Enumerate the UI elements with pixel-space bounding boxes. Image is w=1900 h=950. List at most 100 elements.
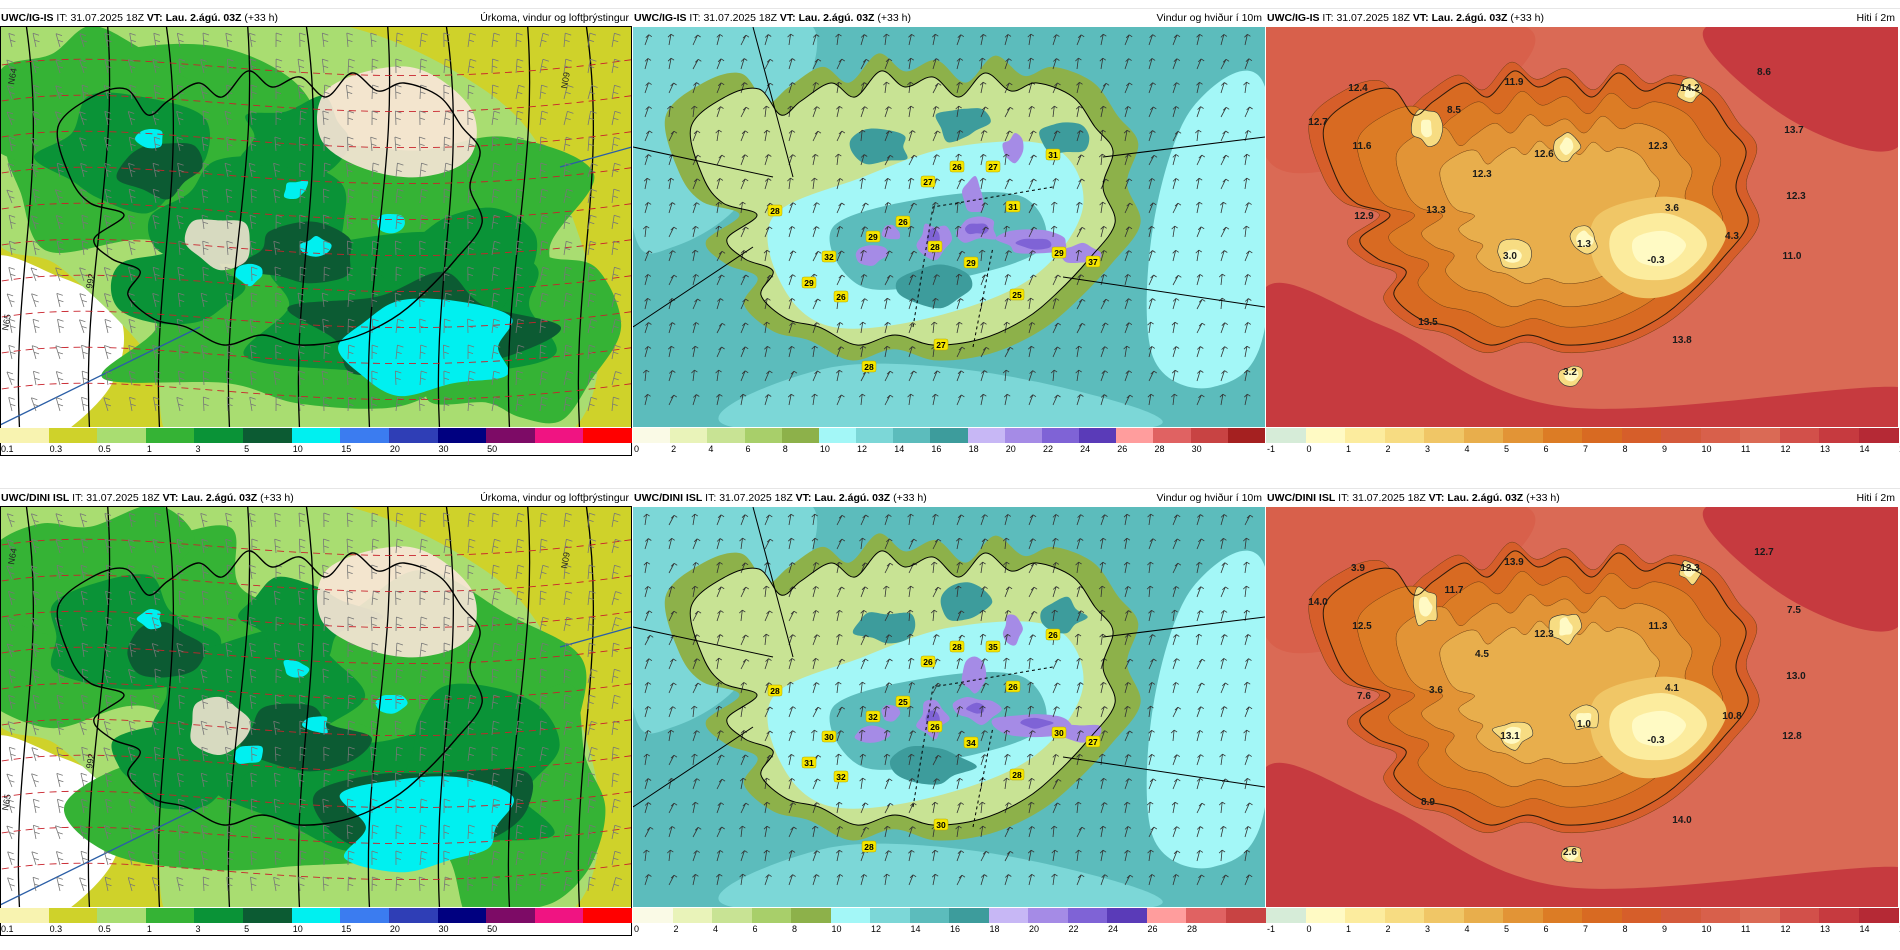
- gust-label-bg: [963, 736, 979, 749]
- temperature-label: 13.3: [1426, 205, 1446, 216]
- temperature-contour: [0, 346, 632, 365]
- temperature-contour: [0, 538, 632, 557]
- colorbar-tick: 20: [389, 924, 400, 934]
- colorbar-swatch: [1190, 428, 1229, 443]
- init-time: 31.07.2025 18Z: [1352, 492, 1426, 504]
- valid-time-label: VT:: [1428, 492, 1445, 504]
- colorbar-tick: 1: [1346, 444, 1352, 454]
- colorbar-swatch: [1582, 908, 1622, 923]
- wind-strong-area: [895, 264, 973, 309]
- gust-label-bg: [920, 655, 936, 668]
- colorbar-swatch: [1542, 428, 1583, 443]
- colorbar-swatch: [1225, 908, 1266, 923]
- model-name: UWC/IG-IS: [634, 12, 687, 24]
- colorbar-swatch: [583, 908, 633, 923]
- temperature-contour: [0, 610, 632, 629]
- valid-time-label: VT:: [162, 492, 179, 504]
- colorbar-tick: 2: [1385, 924, 1391, 934]
- map-label: N64: [6, 547, 19, 565]
- precip-heavy-area: [238, 576, 384, 662]
- colorbar-tick: 0.5: [98, 444, 111, 454]
- colorbar-tick: 0.1: [1, 444, 14, 454]
- colorbar-tick: 10: [1701, 924, 1712, 934]
- colorbar: 0 2 4 6 8 10 12 14 16 18 20 22 24 26 28 30: [633, 428, 1266, 456]
- colorbar-swatch: [909, 908, 950, 923]
- colorbar: 0.1 0.3 0.5 1 3 5 10 15 20 30 50: [0, 908, 633, 936]
- map-canvas: 3.9 13.9 12.3 12.7 14.0 11.7 12.5 12.3 11.3 7.5 4.…: [1266, 507, 1898, 907]
- temperature-label: 8.5: [1447, 105, 1461, 116]
- colorbar-tick: 22: [1068, 924, 1079, 934]
- init-time-label: IT:: [72, 492, 84, 504]
- colorbar-swatch: [1661, 428, 1701, 443]
- colorbar-swatch: [1067, 908, 1108, 923]
- init-time-label: IT:: [56, 12, 68, 24]
- map-view[interactable]: 27 26 27 26 28 31 26 32 31 29 29 37 28 27 28 29 25 29: [633, 27, 1265, 427]
- precip-intense-area: [302, 716, 328, 734]
- colorbar-tick: 0: [1306, 444, 1312, 454]
- gust-label-bg: [865, 230, 881, 243]
- gust-label-bg: [933, 818, 949, 831]
- colorbar-swatch: [1384, 428, 1425, 443]
- colorbar-tick: 16: [950, 924, 961, 934]
- init-time-label: IT:: [689, 12, 701, 24]
- colorbar-swatch: [0, 908, 50, 923]
- temp-cold-area: [1420, 119, 1432, 138]
- colorbar-swatch: [893, 428, 931, 443]
- colorbar-tick: 0.3: [49, 444, 63, 454]
- colorbar-tick: 16: [931, 444, 942, 454]
- colorbar-tick: 14: [1859, 924, 1870, 934]
- isobar: [437, 507, 455, 907]
- colorbar-swatch: [1079, 428, 1117, 443]
- gust-label: 27: [923, 177, 933, 187]
- gust-label: 26: [836, 292, 846, 302]
- colorbar-swatch: [670, 428, 708, 443]
- gust-label: 32: [868, 712, 878, 722]
- colorbar-swatch: [97, 908, 147, 923]
- valid-time: Lau. 2.ágú. 03Z: [181, 492, 258, 504]
- gust-zone: [854, 725, 891, 743]
- colorbar-swatch: [1186, 908, 1226, 923]
- map-view[interactable]: 26 28 35 25 26 26 32 30 26 32 31 27 28 30 28 34 28 30: [633, 507, 1265, 907]
- colorbar-tick: 3: [1425, 444, 1431, 454]
- colorbar-tick: 18: [989, 924, 1000, 934]
- gust-label-bg: [1085, 255, 1101, 268]
- temperature-label: 12.9: [1354, 211, 1374, 222]
- gust-label: 29: [966, 258, 976, 268]
- colorbar-tick: 3: [195, 924, 201, 934]
- map-view[interactable]: 992 N09 N64 N65: [0, 27, 632, 427]
- temperature-label: 13.8: [1672, 335, 1692, 346]
- temp-cold-area: [1684, 85, 1696, 98]
- colorbar-tick: 7: [1583, 924, 1589, 934]
- precip-heavy-area: [127, 621, 205, 678]
- colorbar-swatch: [1384, 908, 1425, 923]
- colorbar-swatch: [534, 428, 584, 443]
- colorbar-tick: 20: [389, 444, 400, 454]
- temperature-label: 8.9: [1421, 797, 1435, 808]
- coastline: [1322, 550, 1749, 826]
- init-time: 31.07.2025 18Z: [719, 492, 793, 504]
- colorbar-swatch: [633, 908, 673, 923]
- colorbar-tick: 15: [341, 924, 352, 934]
- colorbar-swatch: [712, 908, 752, 923]
- init-time: 31.07.2025 18Z: [703, 12, 777, 24]
- map-panel-p5: UWC/DINI ISL IT: 31.07.2025 18Z VT: Lau.…: [633, 490, 1266, 940]
- gust-label-bg: [767, 204, 783, 217]
- isobar: [507, 27, 531, 427]
- colorbar-swatch: [1858, 428, 1899, 443]
- region-boundary: [912, 186, 1054, 348]
- map-view[interactable]: 3.9 13.9 12.3 12.7 14.0 11.7 12.5 12.3 11.3 7.5 4.…: [1266, 507, 1898, 907]
- colorbar-tick: 5: [1504, 444, 1510, 454]
- colorbar-tick: 11: [1741, 924, 1751, 934]
- map-view[interactable]: 12.4 11.9 14.2 8.6 12.7 8.5 11.6 12.6 12.3 13.7 12…: [1266, 27, 1898, 427]
- init-time: 31.07.2025 18Z: [86, 492, 160, 504]
- colorbar-tick: 2: [1385, 444, 1391, 454]
- colorbar: 0.1 0.3 0.5 1 3 5 10 15 20 30 50: [0, 428, 633, 456]
- temperature-contour: [0, 826, 632, 845]
- temperature-label: -0.3: [1647, 255, 1665, 266]
- map-view[interactable]: 992 N09 N64 N65: [0, 507, 632, 907]
- coastline: [56, 70, 483, 346]
- colorbar-tick: 6: [745, 444, 751, 454]
- colorbar-tick: 14: [1859, 444, 1870, 454]
- wind-strong-area: [1039, 122, 1090, 154]
- gust-label: 28: [952, 642, 962, 652]
